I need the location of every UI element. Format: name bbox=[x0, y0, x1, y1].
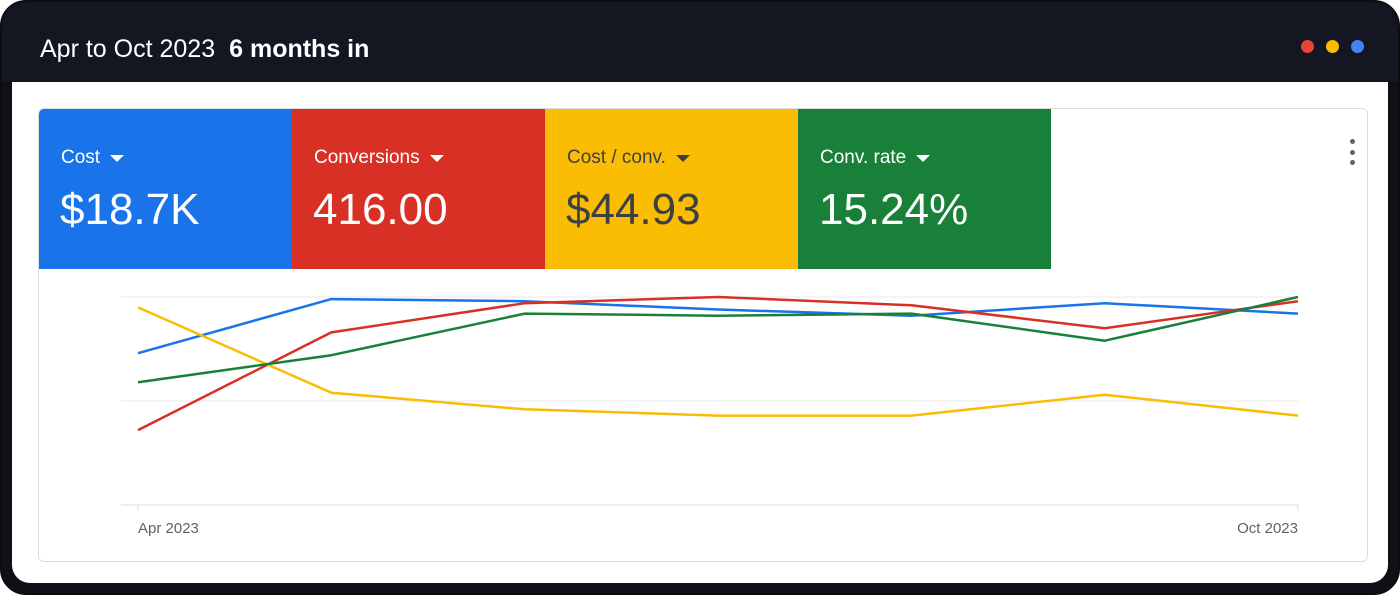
metric-label[interactable]: Cost / conv. bbox=[567, 147, 690, 169]
caret-down-icon[interactable] bbox=[675, 154, 690, 162]
metric-tile-cost-per-conv[interactable]: Cost / conv. $44.93 bbox=[545, 109, 798, 269]
line-chart: Apr 2023 Oct 2023 bbox=[121, 295, 1299, 537]
metric-value: 416.00 bbox=[313, 185, 448, 234]
more-vert-icon[interactable] bbox=[1343, 139, 1361, 165]
content-area: Cost $18.7K Conversions 416.00 Cost / co… bbox=[12, 82, 1388, 583]
metric-tile-conv-rate[interactable]: Conv. rate 15.24% bbox=[798, 109, 1051, 269]
metric-value: $18.7K bbox=[60, 185, 200, 234]
series-line-4[interactable] bbox=[137, 295, 1299, 384]
red-dot-icon[interactable] bbox=[1301, 40, 1314, 53]
period-note: 6 months in bbox=[229, 35, 370, 63]
metric-label[interactable]: Cost bbox=[61, 147, 125, 169]
caret-down-icon[interactable] bbox=[916, 154, 931, 162]
x-tick-label: Apr 2023 bbox=[138, 520, 199, 537]
caret-down-icon[interactable] bbox=[110, 154, 125, 162]
series-line-3[interactable] bbox=[137, 306, 1299, 417]
metric-value: 15.24% bbox=[819, 185, 969, 234]
performance-card: Cost $18.7K Conversions 416.00 Cost / co… bbox=[38, 108, 1368, 562]
x-tick-label: Oct 2023 bbox=[1237, 520, 1298, 537]
metric-tiles: Cost $18.7K Conversions 416.00 Cost / co… bbox=[39, 109, 1051, 269]
series-line-2[interactable] bbox=[137, 295, 1299, 432]
metric-tile-cost[interactable]: Cost $18.7K bbox=[39, 109, 292, 269]
window-controls bbox=[1301, 40, 1364, 53]
date-range: Apr to Oct 2023 bbox=[40, 35, 216, 63]
yellow-dot-icon[interactable] bbox=[1326, 40, 1339, 53]
metric-tile-conversions[interactable]: Conversions 416.00 bbox=[292, 109, 545, 269]
caret-down-icon[interactable] bbox=[429, 154, 444, 162]
title-bar: Apr to Oct 2023 6 months in bbox=[2, 2, 1398, 82]
series-line-1[interactable] bbox=[137, 297, 1299, 355]
metric-value: $44.93 bbox=[566, 185, 701, 234]
metric-label[interactable]: Conv. rate bbox=[820, 147, 931, 169]
blue-dot-icon[interactable] bbox=[1351, 40, 1364, 53]
metric-label[interactable]: Conversions bbox=[314, 147, 444, 169]
window-title: Apr to Oct 2023 6 months in bbox=[40, 32, 369, 66]
